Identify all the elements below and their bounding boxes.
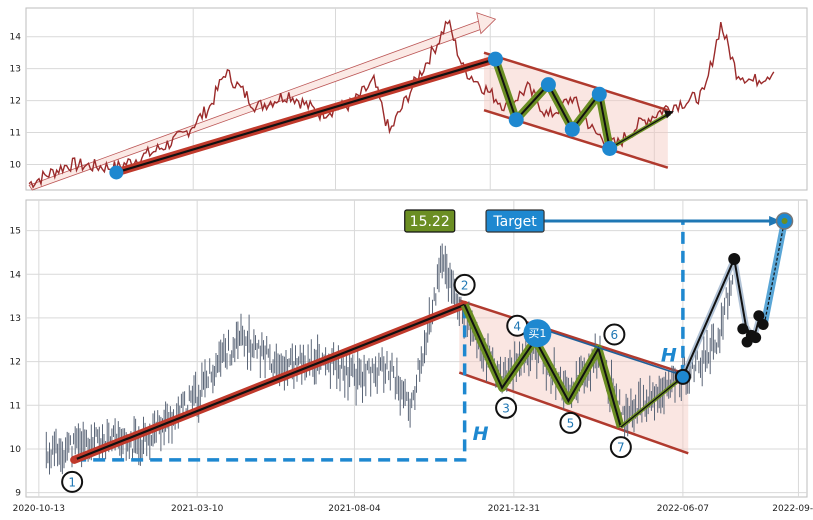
bottom-x-tick-label: 2021-12-31 (488, 504, 540, 514)
bottom-plot-frame (25, 199, 808, 498)
top-y-tick-label: 10 (10, 160, 22, 170)
bottom-price-box (404, 209, 456, 233)
bottom-h-label-right: H (661, 345, 677, 367)
bottom-point-marker (603, 323, 626, 346)
top-pattern-line (494, 58, 611, 149)
bottom-y-tick-label: 12 (10, 358, 21, 368)
bottom-target-box (485, 209, 545, 233)
top-breakout-arrowhead (663, 110, 674, 119)
bottom-y-ticks: 9 10 11 12 13 14 15 (10, 227, 22, 499)
bottom-point-label: 5 (567, 416, 575, 430)
bottom-buy-circle (523, 319, 552, 348)
bottom-y-tick-label: 10 (10, 445, 22, 455)
bottom-pullback-dot (737, 323, 749, 335)
bottom-peak-dot (728, 252, 741, 265)
bottom-pullback-dot (757, 318, 769, 330)
bottom-h-label-left: H (473, 423, 489, 445)
bottom-breakout-line (620, 376, 684, 428)
top-y-ticks: 10 11 12 13 14 (10, 33, 22, 171)
bottom-point-label: 2 (461, 278, 469, 292)
top-breakout-line (609, 112, 671, 150)
bottom-point-marker (495, 396, 518, 419)
bottom-breakout-dot (674, 368, 691, 385)
bottom-point-marker (559, 411, 582, 434)
top-y-tick-label: 14 (10, 33, 22, 43)
bottom-target-dot-core (781, 217, 788, 224)
bottom-x-tick-label: 2022-09-23 (772, 504, 813, 514)
bottom-y-tick-label: 9 (15, 489, 21, 499)
bottom-x-tick-label: 2021-03-10 (171, 504, 224, 514)
top-plot-layer (28, 12, 775, 191)
bottom-x-ticks: 2020-10-13 2021-03-10 2021-08-04 2021-12-31… (13, 504, 813, 514)
bottom-point-label: 1 (68, 475, 76, 489)
bottom-h-measure-left (74, 304, 467, 462)
bottom-pullback-dot (753, 310, 765, 322)
bottom-x-tick-label: 2020-10-13 (13, 504, 65, 514)
bottom-price-box-label: 15.22 (410, 214, 450, 230)
top-panel: 10 11 12 13 14 (10, 7, 808, 191)
bottom-target-box-label: Target (492, 214, 537, 230)
bottom-target-arrowhead (769, 215, 782, 226)
bottom-buy-label: 买1 (528, 327, 546, 340)
bottom-pattern-line (463, 304, 622, 428)
bottom-buy-arrow (547, 330, 682, 376)
bottom-trend-line (73, 303, 466, 461)
top-pattern-point (487, 51, 503, 67)
bottom-point-marker (609, 436, 632, 459)
top-y-tick-label: 13 (10, 65, 21, 75)
bottom-point-label: 4 (513, 319, 521, 333)
top-pattern-point (602, 140, 618, 156)
top-y-tick-label: 11 (10, 129, 21, 139)
bottom-y-tick-label: 11 (10, 401, 21, 411)
bottom-point-label: 6 (611, 328, 619, 342)
bottom-start-dot (71, 456, 78, 463)
bottom-plot-layer: 1 2 3 4 5 6 7 买1 H H 15.22 Target (45, 209, 794, 493)
top-channel-fill (484, 52, 668, 168)
bottom-x-tick-label: 2022-06-07 (657, 504, 709, 514)
top-pattern-point (591, 86, 607, 102)
bottom-point-label: 3 (502, 401, 510, 415)
bottom-pullback-dot (750, 332, 762, 344)
top-ghost-arrowhead (476, 12, 497, 35)
top-y-tick-label: 12 (10, 97, 21, 107)
top-trend-line (116, 58, 496, 174)
bottom-point-marker (453, 273, 476, 296)
bottom-y-tick-label: 15 (10, 227, 21, 237)
bottom-channel-upper (458, 299, 689, 376)
bottom-x-tick-label: 2021-08-04 (328, 504, 381, 514)
bottom-y-tick-label: 14 (10, 270, 22, 280)
top-pattern-point (564, 121, 580, 137)
bottom-point-marker (61, 470, 84, 493)
bottom-target-line (763, 220, 786, 325)
bottom-y-tick-label: 13 (10, 314, 21, 324)
top-channel-upper (483, 51, 669, 112)
top-point-start (109, 165, 124, 180)
top-price-line (28, 19, 775, 189)
bottom-point-label: 7 (617, 441, 625, 455)
top-pattern-point (508, 112, 524, 128)
top-pattern-point (540, 77, 556, 93)
